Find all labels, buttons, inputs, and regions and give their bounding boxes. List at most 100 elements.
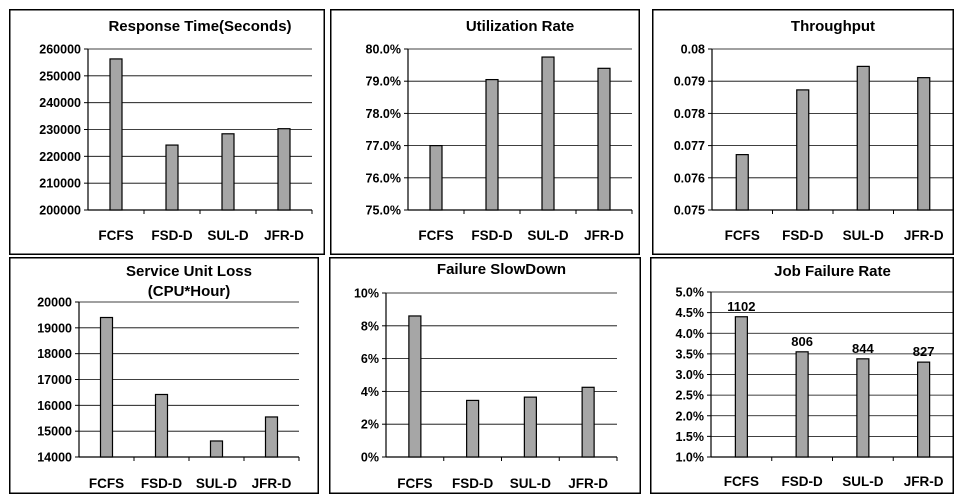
y-tick-label: 240000 (39, 96, 81, 110)
bar-jfr-d (917, 77, 931, 211)
data-label: 806 (791, 334, 813, 349)
y-tick-label: 5.0% (676, 286, 705, 300)
bar-fsd-d (466, 399, 480, 458)
y-tick-label: 19000 (37, 321, 72, 335)
chart-subtitle: (CPU*Hour) (148, 283, 231, 300)
y-tick-label: 80.0% (366, 43, 401, 57)
y-tick-label: 76.0% (366, 171, 401, 185)
y-tick-label: 230000 (39, 123, 81, 137)
y-tick-label: 6% (361, 352, 379, 366)
y-tick-label: 14000 (37, 451, 72, 465)
x-tick-label: SUL-D (527, 228, 568, 243)
x-tick-label: FSD-D (141, 476, 182, 491)
bar-fsd-d (485, 78, 499, 211)
data-label: 1102 (727, 299, 755, 314)
bar-sul-d (856, 65, 870, 211)
data-label: 844 (852, 341, 874, 356)
x-tick-label: JFR-D (584, 228, 624, 243)
y-tick-label: 16000 (37, 399, 72, 413)
x-tick-label: FSD-D (452, 476, 493, 491)
chart-title: Job Failure Rate (774, 263, 891, 280)
chart-panel-job-failure-rate: Job Failure Rate 1.0% 1.5% 2.0% 2.5% 3.0% 3.5%… (650, 257, 954, 494)
x-tick-label: FCFS (98, 228, 133, 243)
bar-fcfs (429, 145, 443, 211)
chart-title: Failure SlowDown (437, 261, 566, 278)
y-tick-label: 2% (361, 418, 379, 432)
chart-title: Service Unit Loss (126, 263, 252, 280)
bar-fcfs (735, 154, 749, 211)
bar-jfr-d (917, 361, 931, 458)
x-tick-label: SUL-D (843, 228, 884, 243)
x-tick-label: FSD-D (782, 474, 823, 489)
bar-sul-d (541, 56, 555, 211)
chart-panel-throughput: Throughput 0.075 0.076 0.077 0.078 0.079 0.08 F… (652, 9, 954, 255)
chart-title: Response Time(Seconds) (108, 18, 291, 35)
y-tick-label: 0% (361, 451, 379, 465)
bar-jfr-d (277, 128, 291, 211)
x-tick-label: SUL-D (207, 228, 248, 243)
y-tick-label: 210000 (39, 177, 81, 191)
y-tick-label: 220000 (39, 150, 81, 164)
y-tick-label: 3.5% (676, 347, 705, 361)
y-tick-label: 200000 (39, 204, 81, 218)
x-tick-label: FSD-D (151, 228, 192, 243)
chart-panel-response-time: Response Time(Seconds) 200000 210000 220000… (9, 9, 325, 255)
panel-frame (330, 9, 640, 255)
data-label: 827 (913, 344, 935, 359)
y-tick-label: 0.079 (674, 75, 705, 89)
panel-frame (9, 9, 325, 255)
y-tick-label: 0.078 (674, 107, 705, 121)
y-tick-label: 1.5% (676, 430, 705, 444)
x-tick-label: JFR-D (904, 228, 944, 243)
x-tick-label: FSD-D (782, 228, 823, 243)
y-tick-label: 17000 (37, 373, 72, 387)
y-tick-label: 0.076 (674, 171, 705, 185)
y-tick-label: 75.0% (366, 204, 401, 218)
bar-jfr-d (581, 386, 595, 458)
x-tick-label: SUL-D (510, 476, 551, 491)
bar-fcfs (408, 315, 422, 458)
x-tick-label: JFR-D (264, 228, 304, 243)
y-tick-label: 15000 (37, 425, 72, 439)
bar-jfr-d (597, 67, 611, 211)
y-tick-label: 4.5% (676, 306, 705, 320)
y-tick-label: 8% (361, 319, 379, 333)
y-tick-label: 4.0% (676, 327, 705, 341)
chart-panel-service-unit-loss: Service Unit Loss (CPU*Hour) 14000 15000 160… (9, 257, 319, 494)
x-tick-label: SUL-D (842, 474, 883, 489)
y-tick-label: 10% (354, 287, 379, 301)
y-tick-label: 79.0% (366, 75, 401, 89)
bar-fcfs (99, 316, 114, 458)
chart-panel-utilization-rate: Utilization Rate 75.0% 76.0% 77.0% 78.0% 79.0… (330, 9, 640, 255)
y-tick-label: 18000 (37, 347, 72, 361)
x-tick-label: FCFS (725, 228, 760, 243)
x-tick-label: JFR-D (568, 476, 608, 491)
y-tick-label: 0.075 (674, 204, 705, 218)
bar-fsd-d (154, 393, 169, 458)
y-tick-label: 77.0% (366, 139, 401, 153)
bar-sul-d (221, 133, 235, 211)
y-tick-label: 3.0% (676, 368, 705, 382)
y-tick-label: 0.08 (681, 43, 705, 57)
y-tick-label: 1.0% (676, 451, 705, 465)
y-tick-label: 78.0% (366, 107, 401, 121)
y-tick-label: 0.077 (674, 139, 705, 153)
bar-sul-d (856, 358, 870, 458)
bar-fsd-d (795, 351, 809, 458)
bar-jfr-d (264, 416, 279, 458)
x-tick-label: FSD-D (471, 228, 512, 243)
x-tick-label: JFR-D (904, 474, 944, 489)
y-tick-label: 20000 (37, 296, 72, 310)
y-tick-label: 2.5% (676, 389, 705, 403)
x-tick-label: SUL-D (196, 476, 237, 491)
x-tick-label: FCFS (397, 476, 432, 491)
bar-fcfs (109, 58, 123, 211)
chart-panel-failure-slowdown: Failure SlowDown 0% 2% 4% 6% 8% 10% FCFS FSD-D SU… (329, 257, 641, 494)
bar-fsd-d (165, 144, 179, 211)
y-tick-label: 4% (361, 385, 379, 399)
x-tick-label: FCFS (89, 476, 124, 491)
bar-sul-d (523, 396, 537, 458)
bar-fsd-d (796, 89, 810, 211)
x-tick-label: FCFS (724, 474, 759, 489)
